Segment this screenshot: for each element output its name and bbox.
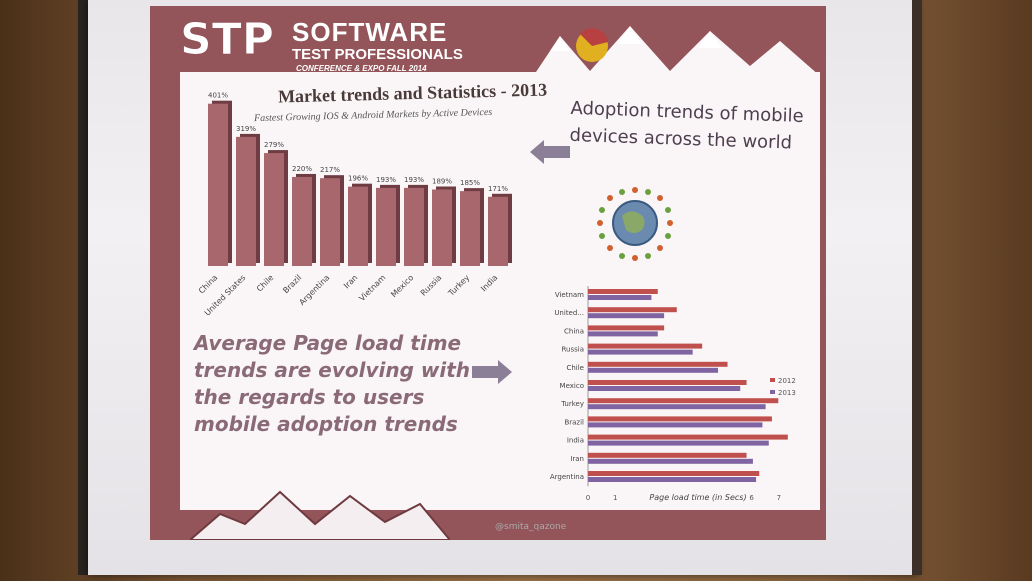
bar-data-label: 189% — [432, 178, 452, 186]
bar-data-label: 217% — [320, 166, 340, 174]
logo-name-line3: CONFERENCE & EXPO FALL 2014 — [296, 64, 427, 73]
growth-bar — [432, 189, 452, 266]
category-label: Russia — [419, 273, 444, 298]
growth-bar — [348, 186, 368, 266]
x-tick-label: 6 — [749, 494, 754, 502]
load-time-bar-2012 — [588, 289, 658, 294]
load-time-bar-2012 — [588, 325, 665, 331]
load-time-bar-2012 — [588, 434, 788, 440]
bar-data-label: 196% — [348, 175, 368, 183]
load-time-bar-2013 — [588, 440, 769, 446]
category-label: Mexico — [560, 382, 584, 390]
load-time-bar-2012 — [588, 471, 760, 476]
load-time-bar-2013 — [588, 477, 757, 482]
x-tick-label: 1 — [613, 494, 617, 502]
bar-data-label: 171% — [488, 185, 508, 193]
growth-bar — [460, 191, 480, 266]
presentation-slide: STP SOFTWARE TEST PROFESSIONALS CONFEREN… — [150, 6, 826, 540]
growth-bar — [236, 136, 256, 266]
load-time-bar-2013 — [588, 331, 658, 337]
growth-bar — [208, 103, 228, 266]
legend-swatch — [770, 390, 775, 394]
load-time-bar-2012 — [588, 343, 703, 349]
bar-data-label: 193% — [404, 176, 424, 184]
logo-name-line1: SOFTWARE — [292, 17, 448, 47]
load-time-bar-2013 — [588, 295, 652, 300]
load-time-bar-2012 — [588, 398, 779, 404]
category-label: United... — [554, 309, 584, 317]
load-time-bar-2012 — [588, 452, 747, 458]
bar-data-label: 193% — [376, 176, 396, 184]
projector-screen-frame-right — [912, 0, 922, 575]
category-label: Iran — [342, 273, 359, 290]
category-label: India — [479, 273, 499, 293]
stp-logo-icon: STP — [180, 14, 275, 63]
page-load-trends-text: Average Page load time trends are evolvi… — [194, 331, 471, 436]
arrow-right-icon — [472, 360, 512, 384]
mountain-range-top — [520, 26, 820, 96]
category-label: Russia — [561, 346, 584, 354]
load-time-bar-2012 — [588, 416, 772, 422]
growth-bar — [292, 176, 312, 266]
growth-bar — [488, 196, 508, 266]
legend-swatch — [770, 378, 775, 382]
growth-bar — [264, 153, 284, 266]
mountain-range-bottom — [190, 490, 450, 540]
load-time-bar-2012 — [588, 380, 747, 385]
category-label: Mexico — [389, 273, 415, 299]
load-time-bar-2013 — [588, 458, 753, 464]
load-time-bar-2013 — [588, 386, 741, 391]
x-tick-label: 7 — [777, 494, 781, 502]
load-time-bar-2013 — [588, 367, 719, 373]
bar-data-label: 279% — [264, 141, 284, 149]
category-label: Vietnam — [357, 273, 387, 303]
category-label: Chile — [255, 273, 276, 294]
growth-bar — [320, 178, 340, 266]
adoption-trends-text: Adoption trends of mobile devices across… — [569, 97, 805, 154]
globe-people-icon — [597, 187, 673, 261]
category-label: China — [197, 273, 220, 296]
load-time-bar-2013 — [588, 349, 693, 355]
category-label: China — [564, 327, 584, 335]
x-axis-label: Page load time (in Secs) — [649, 493, 746, 502]
logo-mark: STP — [180, 14, 274, 62]
category-label: Argentina — [297, 273, 331, 307]
bar-data-label: 319% — [236, 125, 256, 133]
growth-bar — [376, 187, 396, 266]
bar-data-label: 401% — [208, 92, 228, 100]
logo-name-line2: TEST PROFESSIONALS — [292, 46, 463, 63]
legend-label: 2012 — [778, 377, 796, 385]
category-label: Brazil — [281, 273, 303, 295]
category-label: Argentina — [550, 473, 584, 481]
load-time-bar-2013 — [588, 422, 763, 428]
page-load-bar-chart: Vietnam United... China Russia Chile Mexico Tu… — [550, 286, 796, 502]
bar-data-label: 185% — [460, 179, 480, 187]
legend-label: 2013 — [778, 389, 796, 397]
load-time-bar-2013 — [588, 404, 766, 410]
load-time-bar-2012 — [588, 307, 677, 313]
category-label: Iran — [570, 455, 584, 463]
load-time-bar-2012 — [588, 361, 728, 367]
load-time-bar-2013 — [588, 313, 665, 319]
twitter-handle: @smita_qazone — [495, 522, 567, 532]
category-label: India — [567, 437, 584, 445]
bar-data-label: 220% — [292, 165, 312, 173]
growth-bar — [404, 187, 424, 266]
category-label: Vietnam — [555, 291, 584, 299]
category-label: Turkey — [446, 273, 472, 299]
category-label: Brazil — [564, 418, 584, 426]
arrow-left-icon — [530, 140, 570, 164]
projector-screen-frame-left — [78, 0, 90, 575]
category-label: Chile — [566, 364, 584, 372]
x-tick-label: 0 — [586, 494, 590, 502]
category-label: Turkey — [560, 400, 584, 408]
